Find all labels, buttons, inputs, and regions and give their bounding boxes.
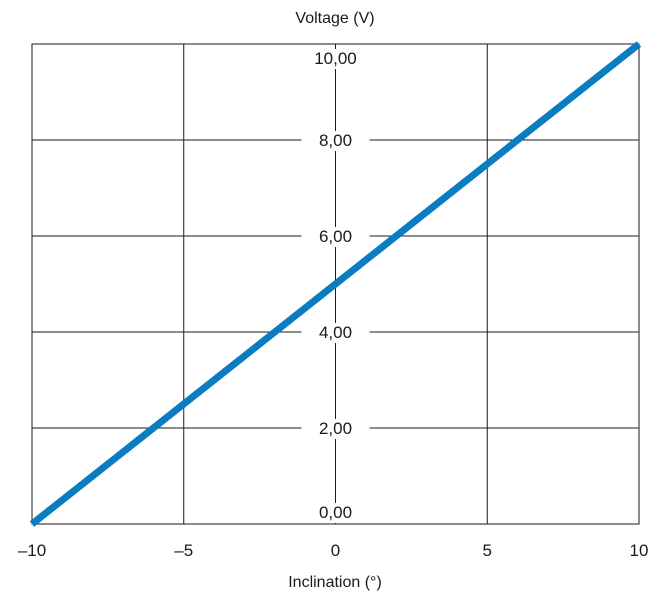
series-line — [29, 41, 642, 527]
y-tick-label-bg — [301, 503, 370, 523]
y-axis-title: Voltage (V) — [295, 10, 374, 27]
y-tick-label: 2,00 — [319, 419, 352, 438]
y-tick-label: 8,00 — [319, 131, 352, 150]
y-tick-label: 4,00 — [319, 323, 352, 342]
y-tick-label-bg — [301, 131, 370, 151]
x-tick-label: 0 — [331, 541, 340, 560]
x-tick-label: 10 — [630, 541, 649, 560]
y-tick-label-bg — [301, 323, 370, 343]
y-tick-label-bg — [301, 227, 370, 247]
series-layer — [29, 41, 642, 527]
x-axis-title: Inclination (°) — [288, 574, 382, 591]
x-tick-label: –10 — [18, 541, 46, 560]
y-tick-label-bg — [301, 49, 370, 69]
x-tick-label: 5 — [483, 541, 492, 560]
y-tick-label: 10,00 — [314, 49, 357, 68]
x-tick-label: –5 — [174, 541, 193, 560]
y-tick-label: 0,00 — [319, 503, 352, 522]
x-tick-labels: –10 –5 0 5 10 — [18, 541, 649, 560]
y-tick-label-bg — [301, 419, 370, 439]
plot-frame — [31, 43, 640, 525]
y-tick-label: 6,00 — [319, 227, 352, 246]
y-tick-labels: 0,00 2,00 4,00 6,00 8,00 10,00 — [301, 49, 370, 523]
